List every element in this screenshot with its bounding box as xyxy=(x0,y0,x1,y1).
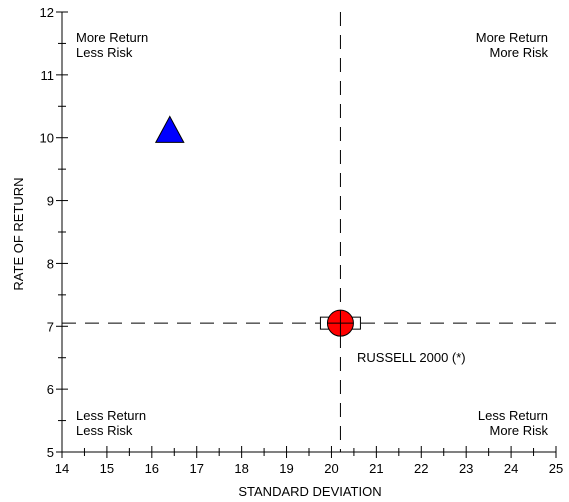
y-tick-label: 5 xyxy=(47,445,54,460)
y-tick-label: 8 xyxy=(47,256,54,271)
x-tick-label: 17 xyxy=(189,461,203,476)
y-tick-label: 12 xyxy=(40,5,54,20)
x-tick-label: 18 xyxy=(234,461,248,476)
quadrant-label-bottom-left-line: Less Risk xyxy=(76,423,133,438)
quadrant-label-top-right: More Return More Risk xyxy=(476,30,549,60)
x-axis-title: STANDARD DEVIATION xyxy=(238,484,381,499)
x-tick-label: 15 xyxy=(100,461,114,476)
reference-lines xyxy=(62,12,556,452)
quadrant-label-bottom-left: Less Return Less Risk xyxy=(76,408,146,438)
quadrant-label-bottom-right-line: Less Return xyxy=(478,408,548,423)
triangle-marker xyxy=(154,115,185,143)
y-tick-label: 10 xyxy=(40,131,54,146)
y-tick-label: 7 xyxy=(47,319,54,334)
quadrant-label-bottom-left-line: Less Return xyxy=(76,408,146,423)
y-tick-label: 11 xyxy=(41,68,55,83)
plot-frame xyxy=(61,12,556,453)
quadrant-label-top-left-line: Less Risk xyxy=(76,45,133,60)
axis-ticks xyxy=(56,11,557,458)
quadrant-label-bottom-right: Less Return More Risk xyxy=(478,408,549,438)
benchmark-label: RUSSELL 2000 (*) xyxy=(357,350,466,365)
quadrant-label-bottom-right-line: More Risk xyxy=(489,423,548,438)
axis-tick-labels: 14 15 16 17 18 19 20 21 22 23 24 25 5 6 7 8 9 10 11 12 xyxy=(40,5,564,476)
quadrant-label-top-right-line: More Return xyxy=(476,30,548,45)
y-axis-title: RATE OF RETURN xyxy=(11,177,26,290)
quadrant-label-top-left: More Return Less Risk xyxy=(76,30,148,60)
data-points xyxy=(154,115,361,337)
y-tick-label: 6 xyxy=(47,382,54,397)
x-tick-label: 19 xyxy=(279,461,293,476)
x-tick-label: 16 xyxy=(145,461,159,476)
x-tick-label: 20 xyxy=(324,461,338,476)
x-tick-label: 14 xyxy=(55,461,69,476)
y-tick-label: 9 xyxy=(47,194,54,209)
x-tick-label: 24 xyxy=(504,461,518,476)
x-tick-label: 23 xyxy=(459,461,473,476)
x-tick-label: 21 xyxy=(369,461,383,476)
x-tick-label: 25 xyxy=(549,461,563,476)
x-tick-label: 22 xyxy=(414,461,428,476)
quadrant-label-top-right-line: More Risk xyxy=(489,45,548,60)
quadrant-label-top-left-line: More Return xyxy=(76,30,148,45)
